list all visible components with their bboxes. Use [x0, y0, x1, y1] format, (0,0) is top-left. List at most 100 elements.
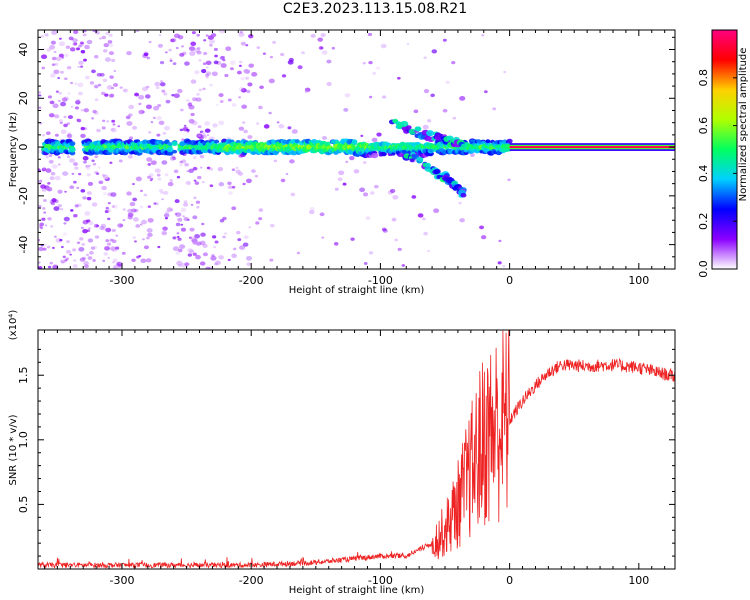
spectral-point: [118, 159, 123, 163]
y-tick-label: -40: [17, 236, 30, 254]
spectral-point: [183, 124, 187, 127]
spectral-point: [138, 109, 145, 115]
spectral-point: [268, 78, 275, 84]
spectral-point: [88, 164, 92, 167]
spectral-point: [154, 81, 161, 87]
spectral-point: [134, 208, 139, 213]
spectral-point: [187, 102, 193, 107]
spectral-point: [76, 186, 80, 189]
spectral-point: [80, 133, 86, 139]
spectral-point: [211, 254, 215, 257]
spectral-point: [87, 256, 93, 260]
spectral-point: [175, 212, 182, 217]
spectral-point: [89, 250, 94, 255]
spectral-point: [492, 107, 497, 111]
y-tick-label: 0.5: [17, 496, 30, 514]
spectral-point: [427, 249, 430, 253]
spectral-point: [152, 116, 156, 119]
spectral-point: [84, 264, 89, 269]
spectral-point: [83, 58, 87, 62]
spectral-point: [67, 91, 72, 96]
spectral-point: [104, 57, 112, 62]
spectral-point: [196, 92, 200, 96]
spectral-point: [139, 205, 144, 209]
spectral-point: [111, 228, 116, 233]
spectral-point: [49, 261, 54, 265]
spectral-point: [304, 90, 308, 94]
spectral-point: [113, 69, 117, 72]
spectral-point: [94, 235, 100, 239]
spectral-point: [82, 33, 87, 37]
spectral-point: [184, 262, 190, 267]
spectral-point: [179, 244, 186, 249]
spectral-point: [47, 182, 51, 185]
spectral-point: [80, 126, 85, 131]
spectral-point: [222, 235, 226, 239]
spectral-point: [380, 43, 387, 49]
spectral-point: [84, 44, 90, 50]
spectral-point: [245, 76, 250, 80]
spectral-point: [117, 223, 124, 228]
spectral-point: [103, 49, 108, 53]
spectral-point: [38, 246, 44, 252]
spectral-point: [137, 94, 145, 100]
spectral-point: [96, 128, 101, 133]
spectral-point: [111, 58, 116, 63]
spectral-point: [502, 264, 506, 268]
spectral-point: [132, 197, 138, 202]
spectral-point: [159, 82, 166, 87]
spectral-point: [198, 88, 203, 92]
spectral-point: [342, 182, 347, 186]
spectral-point: [57, 204, 62, 208]
spectral-point: [269, 223, 275, 228]
spectral-point: [161, 198, 164, 201]
spectral-point: [423, 231, 429, 236]
x-tick-label: -300: [110, 274, 135, 287]
spectral-point: [196, 33, 201, 37]
spectral-point: [60, 101, 67, 107]
x-axis-label: Height of straight line (km): [289, 285, 425, 296]
spectral-point: [134, 92, 140, 97]
spectral-point: [205, 34, 209, 37]
spectral-point: [80, 49, 86, 54]
spectral-point: [73, 42, 78, 46]
spectral-point: [195, 97, 202, 102]
spectral-point: [78, 60, 84, 65]
spectral-point: [126, 50, 132, 56]
spectral-point: [236, 70, 242, 75]
spectral-point: [200, 130, 206, 135]
spectral-point: [211, 33, 217, 38]
spectral-point: [105, 206, 109, 210]
spectral-point: [177, 263, 182, 267]
spectral-point: [185, 180, 191, 185]
spectral-point: [43, 211, 47, 214]
spectral-point: [180, 227, 187, 232]
colorbar-label: Normalized spectral amplitude: [738, 48, 749, 202]
spectral-point: [259, 85, 264, 90]
spectral-point: [225, 46, 232, 51]
spectral-point: [484, 90, 488, 94]
spectral-point: [351, 139, 358, 144]
spectral-point: [69, 147, 76, 153]
spectral-point: [38, 261, 41, 264]
spectral-point: [45, 131, 51, 135]
spectral-point: [281, 74, 287, 78]
spectral-point: [192, 252, 197, 256]
spectral-point: [54, 175, 61, 181]
spectral-point: [242, 242, 249, 247]
spectral-point: [221, 55, 226, 59]
spectral-point: [102, 259, 106, 262]
spectral-point: [239, 60, 243, 64]
spectral-point: [202, 243, 208, 248]
spectral-point: [422, 124, 429, 130]
spectral-point: [157, 103, 162, 108]
spectral-point: [229, 67, 234, 71]
spectral-point: [223, 232, 228, 235]
spectral-point: [238, 32, 245, 37]
spectral-point: [94, 85, 99, 89]
spectral-point: [409, 158, 415, 163]
spectral-point: [111, 86, 115, 90]
spectral-point: [126, 191, 132, 196]
spectral-point: [180, 108, 184, 112]
spectral-point: [125, 115, 131, 120]
